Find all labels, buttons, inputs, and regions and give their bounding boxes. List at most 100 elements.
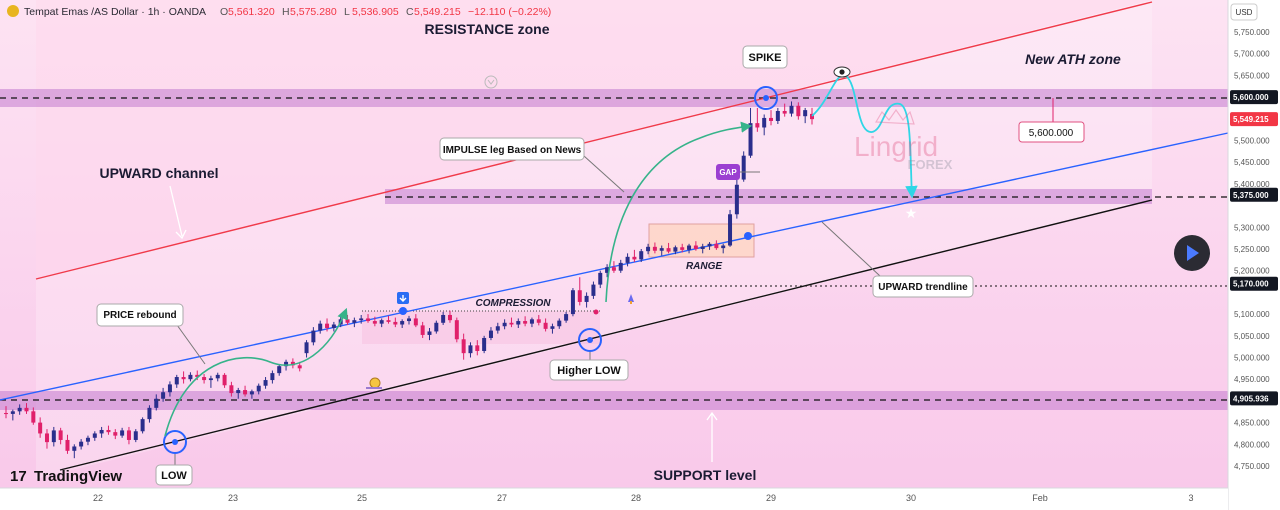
candle-body — [488, 330, 493, 338]
spike-callout[interactable]: SPIKE — [742, 45, 788, 69]
candle — [147, 405, 152, 423]
currency-box[interactable]: USD — [1230, 3, 1258, 21]
candle — [543, 318, 548, 332]
gap-callout[interactable]: GAP — [716, 164, 760, 180]
candle — [475, 340, 480, 356]
impulse-callout[interactable]: IMPULSE leg Based on News — [439, 137, 625, 193]
candle-body — [290, 361, 295, 366]
upward-trendline-callout[interactable]: UPWARD trendline — [821, 221, 974, 298]
mid-zone-band — [385, 189, 1152, 204]
candle-body — [803, 110, 808, 117]
candle-body — [427, 331, 432, 335]
candle-body — [502, 322, 507, 327]
candle-body — [17, 407, 22, 412]
candle — [625, 253, 630, 267]
candle-body — [707, 243, 712, 247]
candle-body — [325, 323, 330, 328]
price-tick: 5,750.000 — [1234, 28, 1270, 37]
time-axis-ticks: 22 23 25 27 28 29 30 Feb 3 — [93, 493, 1194, 503]
candle — [290, 358, 295, 369]
candle — [304, 340, 309, 358]
upward-trendline[interactable] — [59, 199, 1153, 471]
time-tick: 22 — [93, 493, 103, 503]
higher-low-callout[interactable]: Higher LOW — [549, 352, 629, 381]
candle — [495, 322, 500, 334]
price-badge-label: 5,600.000 — [1233, 93, 1269, 102]
candle-body — [673, 247, 678, 252]
candle — [693, 241, 698, 251]
candle — [700, 243, 705, 254]
compression-label: COMPRESSION — [475, 298, 551, 309]
candle — [359, 314, 364, 324]
candle — [24, 403, 29, 414]
candle-body — [311, 330, 316, 343]
candle-body — [721, 245, 726, 249]
candle — [256, 383, 261, 395]
candle-body — [38, 422, 43, 434]
price-axis-badges: 5,600.000 5,549.215 5,375.000 5,170.000 4,90… — [1230, 90, 1278, 406]
candle-body — [113, 432, 118, 436]
ohlc-label: L — [344, 6, 350, 18]
price-badge-bg — [1230, 187, 1278, 202]
candle-body — [44, 433, 49, 443]
ohlc-label: C — [406, 6, 414, 18]
candle-body — [734, 184, 739, 215]
price-tick: 5,050.000 — [1234, 332, 1270, 341]
candle-body — [570, 290, 575, 315]
price-axis-panel[interactable] — [1228, 0, 1280, 510]
candle-body — [256, 385, 261, 392]
candle-body — [475, 345, 480, 351]
candle — [714, 240, 719, 250]
candle — [85, 435, 90, 446]
candle — [400, 319, 405, 328]
price-badge-bg — [1230, 112, 1278, 127]
candle — [222, 373, 227, 388]
candle-body — [161, 392, 166, 399]
candle — [769, 110, 774, 126]
candle — [762, 114, 767, 136]
candle — [523, 316, 528, 327]
candle-body — [796, 105, 801, 117]
price-tick: 5,450.000 — [1234, 158, 1270, 167]
candle-body — [195, 374, 200, 378]
low-callout[interactable]: LOW — [155, 454, 193, 486]
range-touch-dot — [744, 232, 752, 240]
gap-label: GAP — [719, 168, 737, 177]
target-callout[interactable]: 5,600.000 — [1018, 121, 1085, 143]
candle — [407, 315, 411, 325]
candle — [113, 429, 118, 440]
price-tick: 5,000.000 — [1234, 354, 1270, 363]
candle-body — [557, 320, 562, 327]
candle — [99, 426, 104, 438]
ohlc-value: 5,561.320 — [228, 6, 275, 18]
event-marker-icon[interactable] — [397, 292, 409, 304]
candle-body — [775, 110, 780, 121]
candle-body — [680, 247, 685, 250]
price-tick: 4,950.000 — [1234, 375, 1270, 384]
candle-body — [652, 246, 657, 251]
candle — [468, 342, 473, 358]
time-axis-panel[interactable] — [0, 488, 1228, 510]
candle — [570, 288, 575, 317]
candle-body — [741, 155, 746, 180]
price-badge-bg — [1230, 391, 1278, 406]
candle — [434, 320, 439, 334]
play-button[interactable] — [1174, 235, 1210, 271]
candle-body — [482, 337, 487, 351]
spike-touch-circle — [754, 86, 778, 110]
candle — [120, 427, 125, 438]
candle — [488, 327, 493, 341]
currency-label: USD — [1236, 8, 1253, 17]
compression-box — [362, 311, 600, 344]
price-rebound-callout[interactable]: PRICE rebound — [96, 303, 206, 365]
symbol-title: Tempat Emas /AS Dollar · 1h · OANDA — [24, 6, 206, 18]
candle — [502, 319, 507, 330]
candle-body — [229, 385, 234, 394]
channel-upper-line[interactable] — [35, 1, 1153, 280]
ohlc-change: −12.110 (−0.22%) — [468, 6, 551, 18]
symbol-header[interactable]: Tempat Emas /AS Dollar · 1h · OANDA O 5,5… — [7, 5, 551, 18]
star-icon: ★ — [905, 205, 918, 221]
rebound-arrow — [164, 307, 348, 437]
candle — [352, 317, 357, 328]
